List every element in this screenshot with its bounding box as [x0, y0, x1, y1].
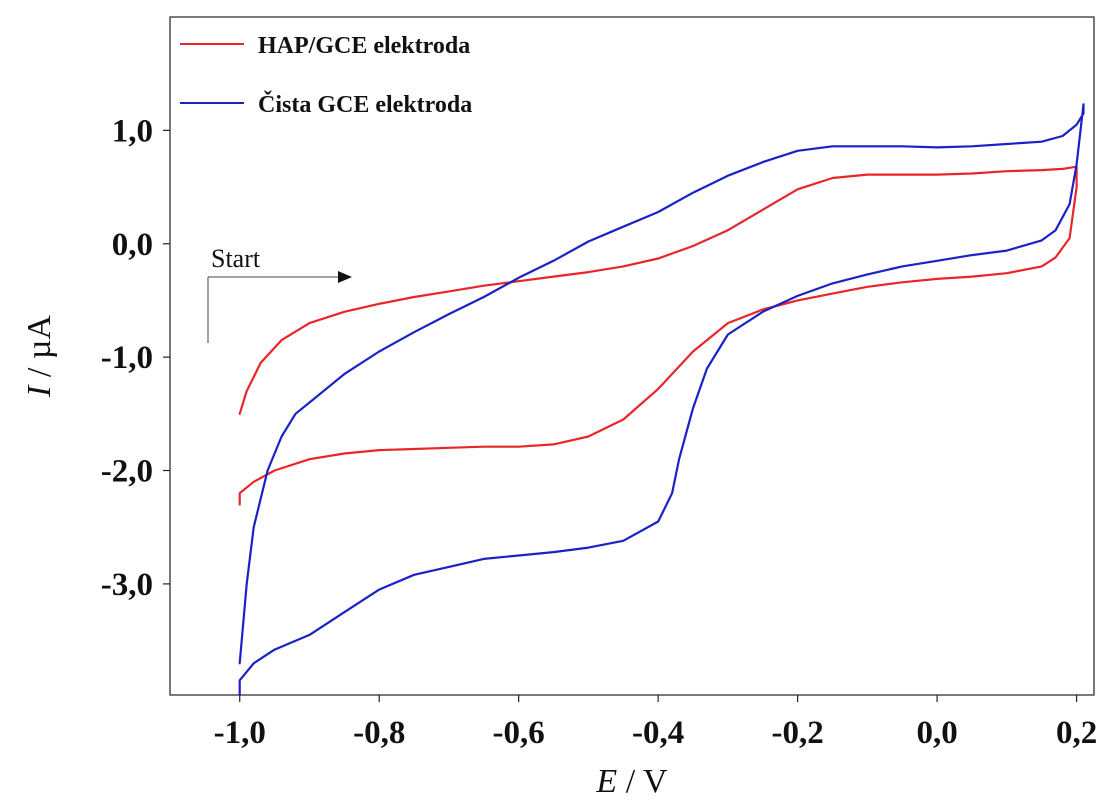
x-tick-label: -0,2 — [771, 715, 823, 751]
legend-label-hap-gce: HAP/GCE elektroda — [258, 33, 470, 59]
y-tick-label: 1,0 — [112, 113, 153, 149]
y-tick-label: -3,0 — [101, 567, 153, 603]
start-arrow-head — [338, 271, 352, 283]
start-annotation: Start — [207, 244, 352, 343]
x-tick-label: 0,2 — [1056, 715, 1097, 751]
series-layer — [238, 103, 1085, 697]
x-tick-label: 0,0 — [916, 715, 957, 751]
x-tick-label: -0,8 — [353, 715, 405, 751]
x-tick-label: -0,4 — [632, 715, 684, 751]
x-tick-label: -0,6 — [493, 715, 545, 751]
y-tick-label: 0,0 — [112, 227, 153, 263]
x-tick-label: -1,0 — [214, 715, 266, 751]
legend-label-cista-gce: Čista GCE elektroda — [258, 91, 472, 118]
y-axis-title: I / µA — [21, 315, 58, 398]
x-axis-ticks: -1,0 -0,8 -0,6 -0,4 -0,2 0,0 0,2 — [214, 695, 1097, 751]
plot-frame — [169, 16, 1095, 696]
y-axis-ticks: 1,0 0,0 -1,0 -2,0 -3,0 — [101, 113, 170, 603]
series-line-0 — [238, 165, 1078, 506]
series-line-1 — [238, 103, 1085, 697]
y-tick-label: -2,0 — [101, 454, 153, 490]
y-tick-label: -1,0 — [101, 340, 153, 376]
start-label: Start — [211, 244, 261, 273]
legend: HAP/GCE elektroda Čista GCE elektroda — [180, 33, 472, 118]
x-axis-title: E / V — [595, 763, 668, 800]
